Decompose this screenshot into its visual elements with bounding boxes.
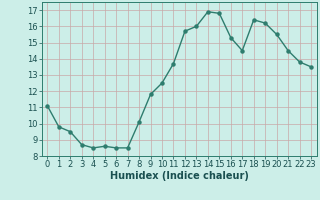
X-axis label: Humidex (Indice chaleur): Humidex (Indice chaleur): [110, 171, 249, 181]
